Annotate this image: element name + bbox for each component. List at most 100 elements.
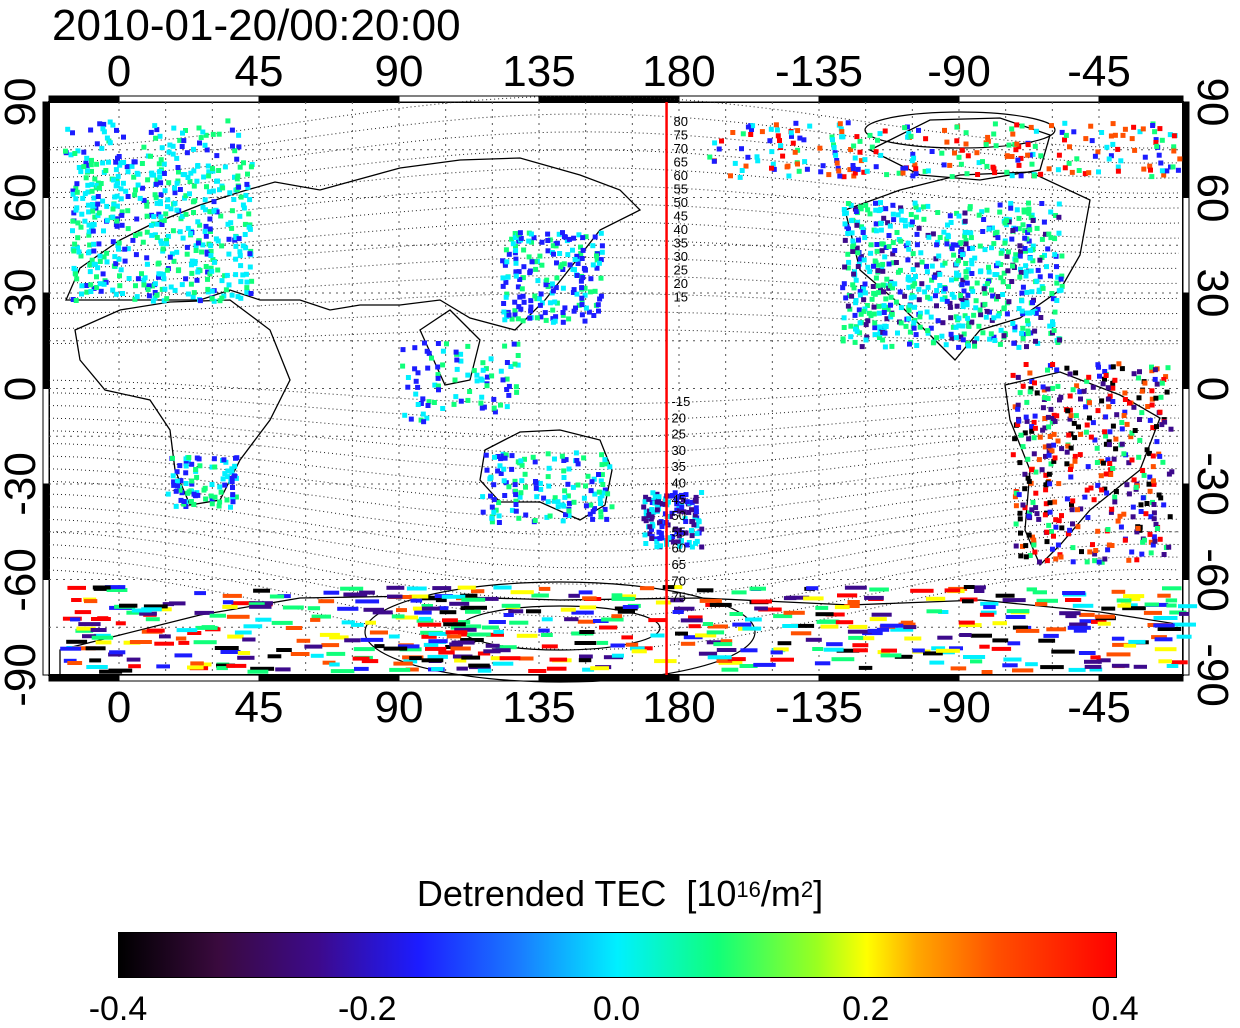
tec-data-point — [405, 375, 411, 380]
tec-data-point — [1038, 153, 1044, 159]
tec-data-point — [500, 283, 506, 289]
tec-data-point — [689, 544, 695, 550]
tec-data-point — [1152, 538, 1158, 544]
tec-data-point — [85, 202, 91, 208]
tec-data-point — [1150, 123, 1156, 128]
tec-data-point — [424, 348, 430, 354]
contour-north — [48, 185, 1180, 224]
tec-data-point — [199, 249, 205, 255]
tec-data-point — [1014, 490, 1019, 496]
tec-data-point — [1122, 606, 1146, 611]
tec-data-point — [588, 502, 594, 508]
tec-data-point — [770, 657, 794, 662]
tec-data-point — [476, 596, 499, 601]
tec-data-point — [674, 501, 680, 507]
tec-data-point — [112, 254, 118, 260]
tec-data-point — [960, 302, 966, 307]
tec-data-point — [911, 277, 917, 283]
tec-data-point — [149, 283, 155, 289]
tec-data-point — [210, 257, 216, 262]
tec-data-point — [179, 282, 185, 288]
tec-data-point — [1131, 371, 1137, 377]
tec-data-point — [1151, 478, 1156, 484]
tec-data-point — [397, 644, 420, 649]
tec-data-point — [602, 457, 608, 463]
tec-data-point — [676, 504, 682, 510]
tec-data-point — [590, 516, 596, 522]
tec-data-point — [236, 184, 242, 190]
tec-data-point — [489, 373, 495, 379]
tec-data-point — [504, 376, 510, 382]
tec-data-point — [1123, 643, 1137, 648]
tec-data-point — [159, 286, 165, 292]
tec-data-point — [1046, 443, 1052, 449]
tec-data-point — [533, 266, 539, 272]
tec-data-point — [847, 629, 872, 634]
tec-data-point — [471, 589, 485, 594]
tec-data-point — [956, 315, 962, 321]
tec-data-point — [114, 218, 120, 224]
tec-data-point — [867, 269, 873, 275]
tec-data-point — [175, 636, 187, 641]
tec-data-point — [865, 318, 871, 324]
tec-data-point — [906, 284, 912, 290]
tec-data-point — [238, 194, 244, 200]
tec-data-point — [980, 610, 997, 615]
tec-data-point — [212, 464, 218, 470]
tec-data-point — [496, 500, 502, 506]
tec-data-point — [732, 160, 738, 166]
tec-data-point — [1047, 509, 1053, 515]
tec-data-point — [995, 235, 1001, 241]
top-axis-segment — [958, 95, 1100, 103]
tec-data-point — [70, 617, 81, 622]
tec-data-point — [63, 658, 77, 663]
tec-data-point — [950, 324, 956, 330]
tec-data-point — [395, 615, 419, 620]
tec-data-point — [1049, 448, 1055, 454]
tec-data-point — [1067, 625, 1091, 630]
tec-data-point — [426, 399, 432, 405]
tec-data-point — [656, 494, 662, 500]
tec-data-point — [1004, 218, 1010, 223]
tec-data-point — [519, 478, 525, 484]
tec-data-point — [164, 241, 170, 247]
contour-south — [48, 543, 1180, 618]
tec-data-point — [513, 508, 519, 514]
tec-data-point — [200, 129, 206, 135]
tec-data-point — [509, 236, 515, 242]
tec-data-point — [962, 233, 968, 239]
tec-data-point — [1002, 663, 1018, 668]
tec-data-point — [318, 599, 335, 604]
tec-data-point — [181, 499, 187, 504]
tec-data-point — [670, 534, 676, 539]
tec-data-point — [699, 526, 705, 532]
tec-data-point — [889, 343, 895, 349]
tec-data-point — [815, 605, 829, 610]
tec-data-point — [963, 238, 969, 243]
tec-data-point — [198, 135, 204, 141]
tec-data-point — [386, 585, 405, 590]
latitude-tick-left: 90 — [0, 77, 45, 127]
tec-data-point — [1037, 274, 1043, 280]
tec-data-point — [156, 271, 162, 277]
tec-data-point — [934, 242, 940, 248]
tec-data-point — [245, 184, 251, 190]
tec-data-point — [1018, 553, 1024, 559]
tec-data-point — [949, 174, 955, 180]
longitude-tick-bottom: 135 — [502, 683, 576, 732]
tec-data-point — [1110, 121, 1116, 127]
tec-data-point — [853, 209, 859, 215]
tec-data-point — [829, 134, 835, 140]
tec-data-point — [954, 210, 960, 216]
tec-data-point — [461, 597, 486, 602]
tec-data-point — [922, 168, 928, 174]
tec-data-point — [773, 647, 789, 652]
tec-data-point — [1104, 490, 1110, 496]
tec-data-point — [991, 646, 1012, 651]
tec-data-point — [96, 185, 102, 191]
tec-data-point — [101, 281, 107, 287]
tec-data-point — [174, 653, 193, 658]
tec-data-point — [503, 279, 509, 285]
tec-data-point — [969, 319, 975, 325]
tec-data-point — [170, 455, 175, 461]
